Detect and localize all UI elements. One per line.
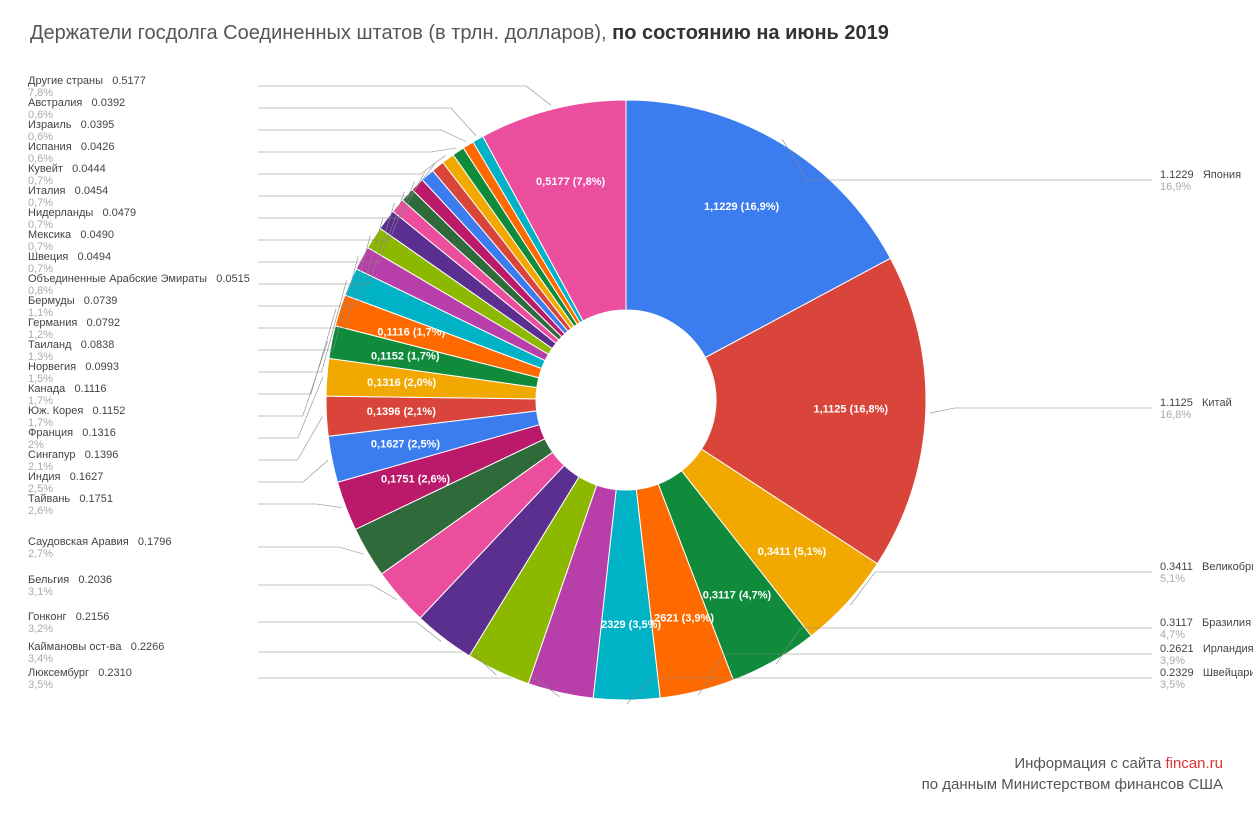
leader-label: Кувейт 0.04440,7% <box>28 163 248 187</box>
leader-label: 0.3411 Великобритания5,1% <box>1160 561 1253 585</box>
leader-label: Италия 0.04540,7% <box>28 185 248 209</box>
leader-label: Сингапур 0.13962,1% <box>28 449 248 473</box>
leader-label: Юж. Корея 0.11521,7% <box>28 405 248 429</box>
chart-footer: Информация с сайта fincan.ru по данным М… <box>922 753 1223 795</box>
leader-label: Бермуды 0.07391,1% <box>28 295 248 319</box>
leader-label: Другие страны 0.51777,8% <box>28 75 248 99</box>
leader-label: Таиланд 0.08381,3% <box>28 339 248 363</box>
leader-label: Тайвань 0.17512,6% <box>28 493 248 517</box>
leader-label: Норвегия 0.09931,5% <box>28 361 248 385</box>
leader-label: 0.2621 Ирландия3,9% <box>1160 643 1253 667</box>
leader-label: Австралия 0.03920,6% <box>28 97 248 121</box>
leader-label: Германия 0.07921,2% <box>28 317 248 341</box>
leader-label: Объединенные Арабские Эмираты 0.05150,8% <box>28 273 248 297</box>
leader-label: Гонконг 0.21563,2% <box>28 611 248 635</box>
leader-label: Франция 0.13162% <box>28 427 248 451</box>
leader-label: 1.1125 Китай16,8% <box>1160 397 1232 421</box>
leader-label: Швеция 0.04940,7% <box>28 251 248 275</box>
leader-label: Люксембург 0.23103,5% <box>28 667 248 691</box>
leader-label: Нидерланды 0.04790,7% <box>28 207 248 231</box>
leader-label: 1.1229 Япония16,9% <box>1160 169 1241 193</box>
footer-site: fincan.ru <box>1165 755 1223 772</box>
footer-line-2: по данным Министерством финансов США <box>922 774 1223 795</box>
leader-label: Бельгия 0.20363,1% <box>28 574 248 598</box>
leader-label: 0.2329 Швейцария3,5% <box>1160 667 1253 691</box>
leader-label: 0.3117 Бразилия4,7% <box>1160 617 1251 641</box>
leader-label: Индия 0.16272,5% <box>28 471 248 495</box>
leader-label: Израиль 0.03950,6% <box>28 119 248 143</box>
footer-line-1: Информация с сайта fincan.ru <box>922 753 1223 774</box>
leader-label: Саудовская Аравия 0.17962,7% <box>28 536 248 560</box>
leader-label: Каймановы ост-ва 0.22663,4% <box>28 641 248 665</box>
leader-label: Мексика 0.04900,7% <box>28 229 248 253</box>
leader-label: Канада 0.11161,7% <box>28 383 248 407</box>
leader-label: Испания 0.04260,6% <box>28 141 248 165</box>
